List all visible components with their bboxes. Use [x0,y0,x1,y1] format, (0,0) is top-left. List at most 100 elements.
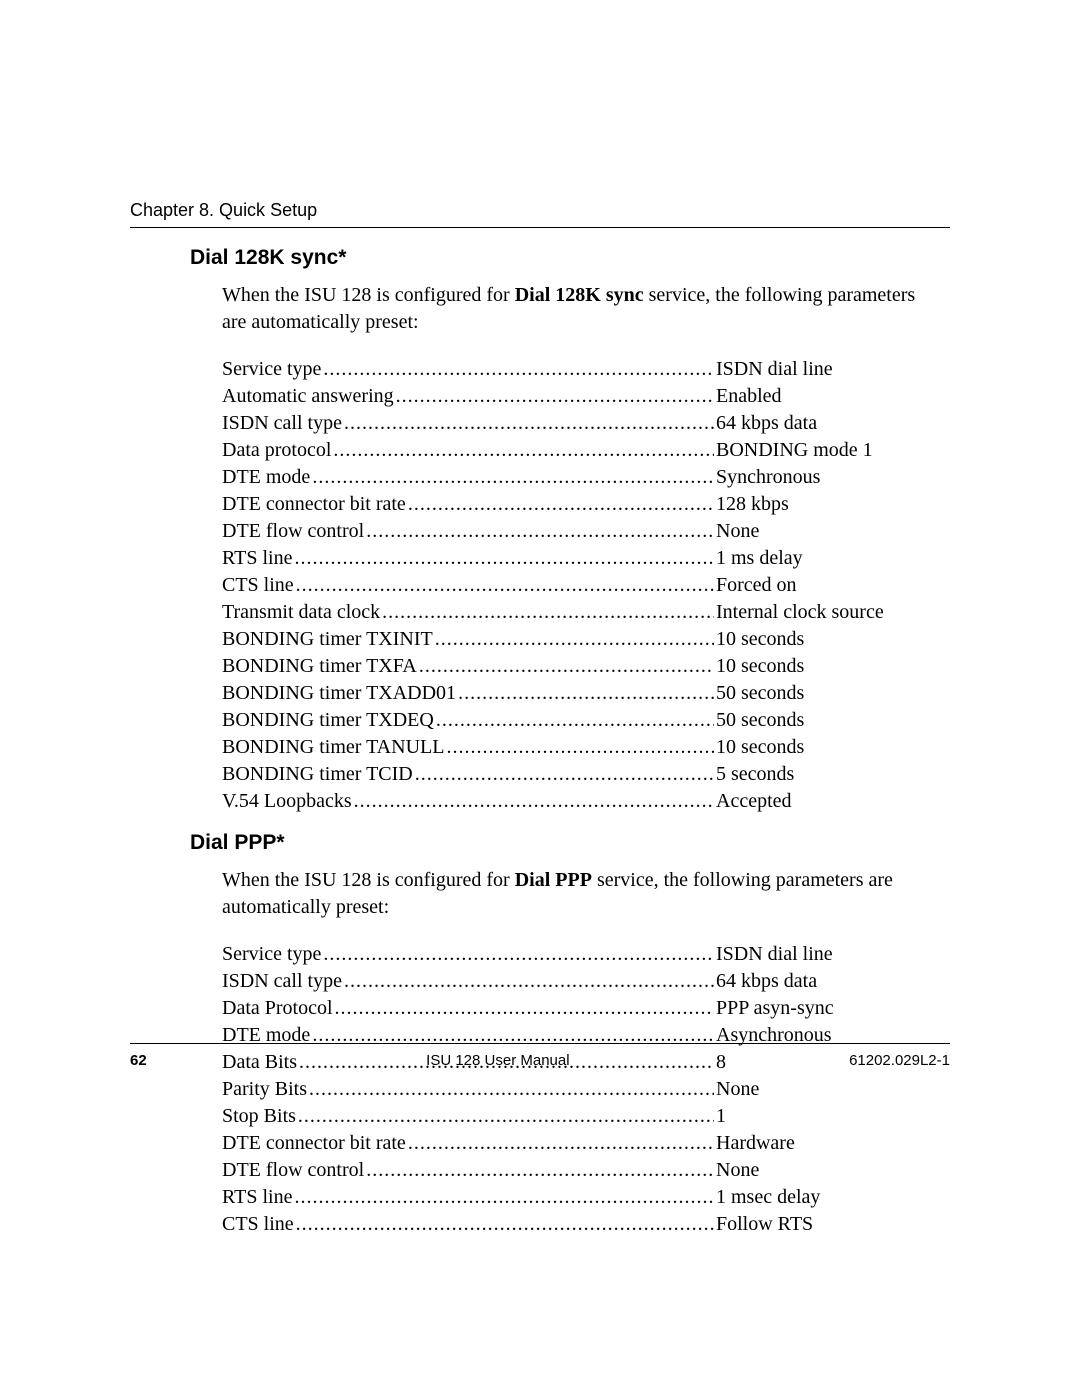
param-row: Transmit data clock Internal clock sourc… [222,599,940,626]
param-row: Data protocol BONDING mode 1 [222,437,940,464]
param-label: Data Protocol [222,995,333,1022]
param-value: Follow RTS [716,1211,940,1238]
param-label: BONDING timer TXDEQ [222,707,434,734]
param-label: BONDING timer TCID [222,761,413,788]
param-leader [354,788,714,815]
param-label: DTE connector bit rate [222,491,406,518]
param-row: Data Protocol PPP asyn-sync [222,995,940,1022]
param-value: Hardware [716,1130,940,1157]
param-list-sync: Service type ISDN dial lineAutomatic answ… [222,356,940,815]
param-row: CTS line Forced on [222,572,940,599]
param-row: BONDING timer TANULL 10 seconds [222,734,940,761]
footer-center: ISU 128 User Manual [426,1052,569,1069]
param-leader [408,491,714,518]
param-leader [323,941,714,968]
section-title-ppp: Dial PPP* [190,831,950,855]
param-list-ppp: Service type ISDN dial lineISDN call type… [222,941,940,1238]
param-leader [312,464,714,491]
param-leader [333,437,714,464]
intro-pre: When the ISU 128 is configured for [222,869,515,891]
param-label: DTE flow control [222,518,364,545]
param-row: Automatic answeringEnabled [222,383,940,410]
param-value: 10 seconds [716,734,940,761]
param-leader [458,680,714,707]
param-label: ISDN call type [222,410,342,437]
param-value: 50 seconds [716,707,940,734]
param-row: CTS line Follow RTS [222,1211,940,1238]
param-label: Service type [222,356,321,383]
param-label: DTE flow control [222,1157,364,1184]
param-value: 50 seconds [716,680,940,707]
param-row: ISDN call type 64 kbps data [222,410,940,437]
param-value: 1 [716,1103,940,1130]
param-label: Service type [222,941,321,968]
param-value: PPP asyn-sync [716,995,940,1022]
param-value: 1 msec delay [716,1184,940,1211]
param-row: BONDING timer TXADD01 50 seconds [222,680,940,707]
chapter-header: Chapter 8. Quick Setup [130,200,950,221]
param-value: 128 kbps [716,491,940,518]
intro-sync: When the ISU 128 is configured for Dial … [222,282,940,336]
param-leader [408,1130,714,1157]
param-row: Service type ISDN dial line [222,941,940,968]
footer-line: 62 ISU 128 User Manual 61202.029L2-1 [130,1052,950,1069]
param-row: DTE mode Synchronous [222,464,940,491]
param-value: None [716,1157,940,1184]
param-value: Forced on [716,572,940,599]
param-value: ISDN dial line [716,941,940,968]
param-value: 10 seconds [716,626,940,653]
intro-ppp: When the ISU 128 is configured for Dial … [222,867,940,921]
param-label: BONDING timer TXINIT [222,626,433,653]
param-value: BONDING mode 1 [716,437,940,464]
param-row: DTE flow control None [222,1157,940,1184]
param-value: None [716,1076,940,1103]
section-title-sync: Dial 128K sync* [190,246,950,270]
intro-bold: Dial 128K sync [515,284,644,306]
param-leader [323,356,714,383]
param-leader [344,410,714,437]
param-row: BONDING timer TXFA10 seconds [222,653,940,680]
param-row: Stop Bits 1 [222,1103,940,1130]
param-leader [344,968,714,995]
param-label: RTS line [222,545,292,572]
intro-pre: When the ISU 128 is configured for [222,284,515,306]
param-label: CTS line [222,572,294,599]
footer-rule [130,1043,950,1044]
param-row: DTE connector bit rate Hardware [222,1130,940,1157]
param-leader [294,545,714,572]
param-leader [309,1076,714,1103]
param-row: BONDING timer TXDEQ 50 seconds [222,707,940,734]
param-row: ISDN call type 64 kbps data [222,968,940,995]
param-leader [419,653,714,680]
param-leader [366,1157,714,1184]
footer-page-number: 62 [130,1052,147,1069]
param-value: None [716,518,940,545]
param-label: BONDING timer TXADD01 [222,680,456,707]
param-value: 64 kbps data [716,410,940,437]
param-leader [382,599,714,626]
param-row: DTE flow control None [222,518,940,545]
param-value: 5 seconds [716,761,940,788]
param-leader [296,572,714,599]
param-label: Parity Bits [222,1076,307,1103]
param-value: ISDN dial line [716,356,940,383]
param-label: RTS line [222,1184,292,1211]
param-label: BONDING timer TXFA [222,653,417,680]
param-leader [415,761,714,788]
param-row: V.54 Loopbacks Accepted [222,788,940,815]
param-row: BONDING timer TXINIT 10 seconds [222,626,940,653]
param-row: Service type ISDN dial line [222,356,940,383]
intro-bold: Dial PPP [515,869,592,891]
param-label: Stop Bits [222,1103,296,1130]
param-row: RTS line 1 msec delay [222,1184,940,1211]
param-label: CTS line [222,1211,294,1238]
param-leader [335,995,714,1022]
param-leader [446,734,714,761]
footer-right: 61202.029L2-1 [849,1052,950,1069]
param-value: 1 ms delay [716,545,940,572]
param-value: Accepted [716,788,940,815]
param-leader [366,518,714,545]
page: Chapter 8. Quick Setup Dial 128K sync* W… [0,0,1080,1397]
param-label: Transmit data clock [222,599,380,626]
param-value: 64 kbps data [716,968,940,995]
